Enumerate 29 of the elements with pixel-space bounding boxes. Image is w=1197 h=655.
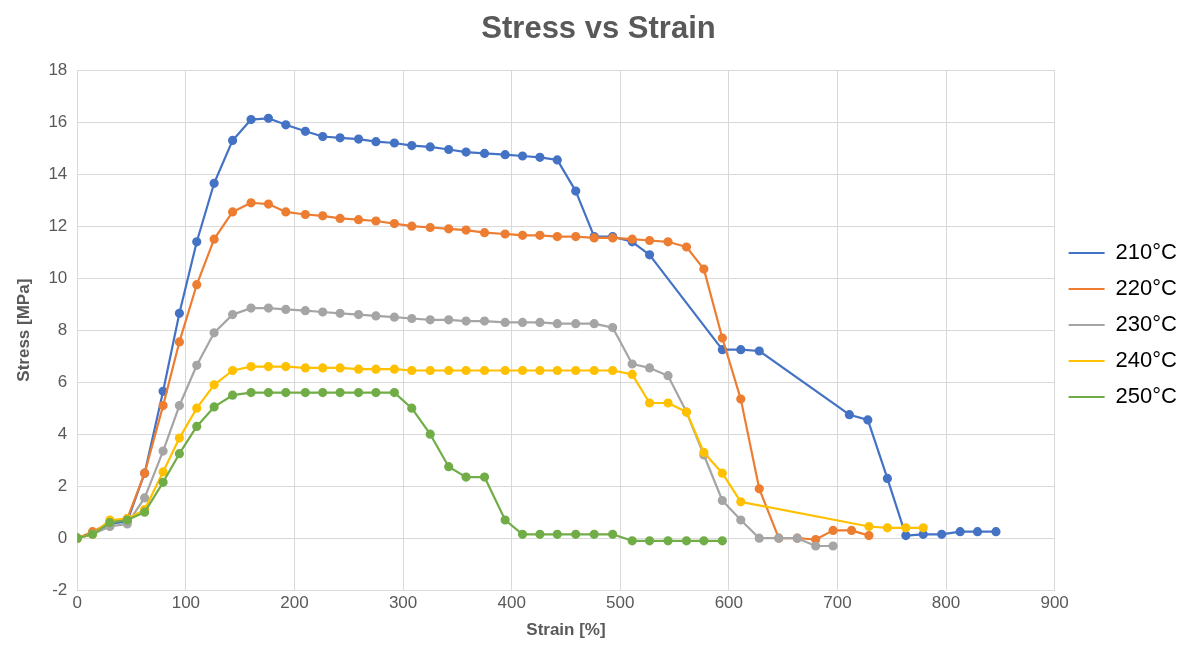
chart-title: Stress vs Strain xyxy=(481,10,716,46)
x-tick-label: 700 xyxy=(823,593,852,613)
y-tick-label: -2 xyxy=(52,579,68,599)
x-tick-label: 200 xyxy=(280,593,309,613)
x-tick-label: 900 xyxy=(1040,593,1069,613)
x-tick-label: 100 xyxy=(171,593,201,613)
legend-label: 240°C xyxy=(1115,347,1178,373)
y-tick-label: 6 xyxy=(57,371,68,391)
y-tick-label: 4 xyxy=(57,423,68,443)
y-tick-label: 0 xyxy=(57,527,68,547)
y-tick-label: 8 xyxy=(57,319,68,339)
x-axis-title: Strain [%] xyxy=(526,620,606,640)
x-tick-label: 600 xyxy=(714,593,744,613)
x-tick-label: 0 xyxy=(72,593,83,613)
y-tick-label: 2 xyxy=(57,475,68,495)
legend-label: 230°C xyxy=(1115,311,1178,337)
y-tick-label: 12 xyxy=(48,215,68,235)
y-tick-label: 14 xyxy=(48,163,68,183)
legend-label: 250°C xyxy=(1115,383,1178,409)
y-tick-label: 18 xyxy=(48,59,68,79)
x-tick-label: 300 xyxy=(388,593,418,613)
y-tick-label: 16 xyxy=(48,111,68,131)
legend-label: 210°C xyxy=(1115,239,1178,265)
x-tick-label: 400 xyxy=(497,593,526,613)
x-tick-label: 500 xyxy=(606,593,635,613)
y-axis-title: Stress [MPa] xyxy=(13,278,33,382)
y-tick-label: 10 xyxy=(48,267,68,287)
x-tick-label: 800 xyxy=(931,593,961,613)
legend-label: 220°C xyxy=(1115,275,1178,301)
